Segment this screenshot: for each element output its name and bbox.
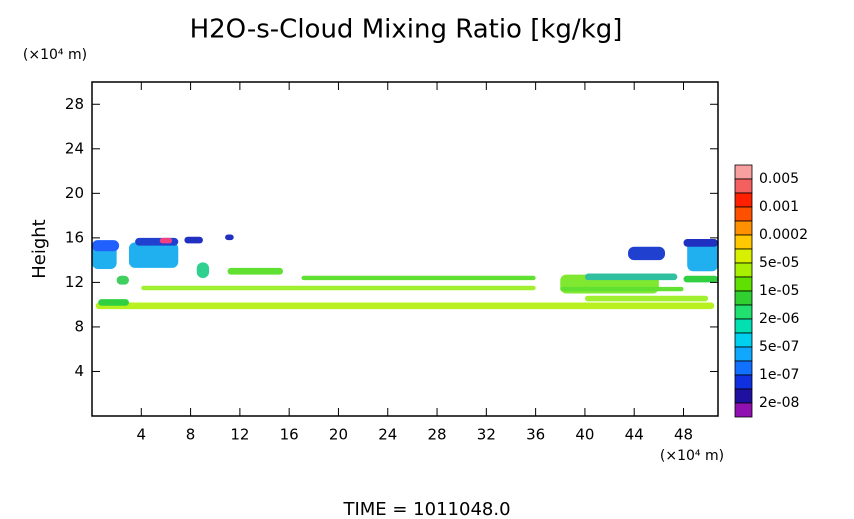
x-tick-label: 20 xyxy=(329,426,348,444)
colorbar-box xyxy=(734,346,753,362)
colorbar-box xyxy=(734,388,753,404)
x-tick-label: 4 xyxy=(137,426,147,444)
colorbar-box xyxy=(734,402,753,418)
colorbar-box xyxy=(734,360,753,376)
cloud-patch xyxy=(683,238,718,247)
x-tick-label: 36 xyxy=(526,426,545,444)
colorbar-label: 2e-06 xyxy=(759,311,799,327)
cloud-patch xyxy=(225,234,234,241)
footer: TIME = 1011048.0 xyxy=(342,499,510,519)
cloud-patch xyxy=(584,295,709,302)
y-tick-label: 8 xyxy=(74,317,84,335)
colorbar-box xyxy=(734,374,753,390)
colorbar-box xyxy=(734,206,753,222)
y-axis-label: Height xyxy=(29,219,50,279)
cloud-patch xyxy=(687,240,718,272)
cloud-patch xyxy=(301,275,536,281)
colorbar-box xyxy=(734,276,753,292)
y-tick-label: 28 xyxy=(65,95,84,113)
colorbar-box xyxy=(734,304,753,320)
colorbar-label: 5e-07 xyxy=(759,339,799,355)
colorbar-box xyxy=(734,234,753,250)
cloud-patch xyxy=(141,285,536,291)
colorbar-box xyxy=(734,178,753,194)
cloud-patch xyxy=(196,262,210,278)
y-tick-label: 16 xyxy=(65,228,84,246)
contour-field xyxy=(92,234,718,310)
x-tick-label: 48 xyxy=(674,426,693,444)
colorbar-label: 5e-05 xyxy=(759,255,799,271)
cloud-patch xyxy=(584,273,678,281)
colorbar-label: 0.001 xyxy=(759,199,799,215)
colorbar-box xyxy=(734,220,753,236)
x-tick-label: 12 xyxy=(230,426,249,444)
y-tick-label: 20 xyxy=(65,184,84,202)
cloud-patch xyxy=(227,267,284,275)
colorbar-box xyxy=(734,318,753,334)
y-tick-label: 24 xyxy=(65,139,84,157)
colorbar-label: 1e-07 xyxy=(759,367,799,383)
cloud-patch xyxy=(98,299,129,306)
cloud-patch xyxy=(128,242,179,268)
x-tick-label: 8 xyxy=(186,426,196,444)
cloud-patch xyxy=(628,246,666,261)
x-tick-label: 24 xyxy=(378,426,397,444)
cloud-patch xyxy=(95,302,715,310)
x-tick-label: 32 xyxy=(477,426,496,444)
colorbar-box xyxy=(734,290,753,306)
colorbar-box xyxy=(734,248,753,264)
cloud-patch xyxy=(184,236,203,244)
cloud-patch xyxy=(560,286,684,292)
y-tick-label: 4 xyxy=(74,362,84,380)
x-tick-label: 16 xyxy=(280,426,299,444)
cloud-patch xyxy=(159,237,173,244)
cloud-patch xyxy=(92,240,120,252)
plot-frame xyxy=(91,81,719,417)
y-unit: (×10⁴ m) xyxy=(23,47,87,63)
colorbar-box xyxy=(734,332,753,348)
y-tick-label: 12 xyxy=(65,273,84,291)
chart-title: H2O-s-Cloud Mixing Ratio [kg/kg] xyxy=(190,15,623,45)
x-tick-label: 44 xyxy=(625,426,644,444)
colorbar-label: 2e-08 xyxy=(759,395,799,411)
cloud-patch xyxy=(683,275,718,283)
cloud-patch xyxy=(116,275,129,285)
colorbar-box xyxy=(734,164,753,180)
colorbar-box xyxy=(734,262,753,278)
colorbar-box xyxy=(734,192,753,208)
x-unit: (×10⁴ m) xyxy=(660,448,724,464)
x-tick-label: 40 xyxy=(575,426,594,444)
colorbar-label: 0.005 xyxy=(759,171,799,187)
colorbar-label: 1e-05 xyxy=(759,283,799,299)
x-tick-label: 28 xyxy=(427,426,446,444)
colorbar-label: 0.0002 xyxy=(759,227,808,243)
